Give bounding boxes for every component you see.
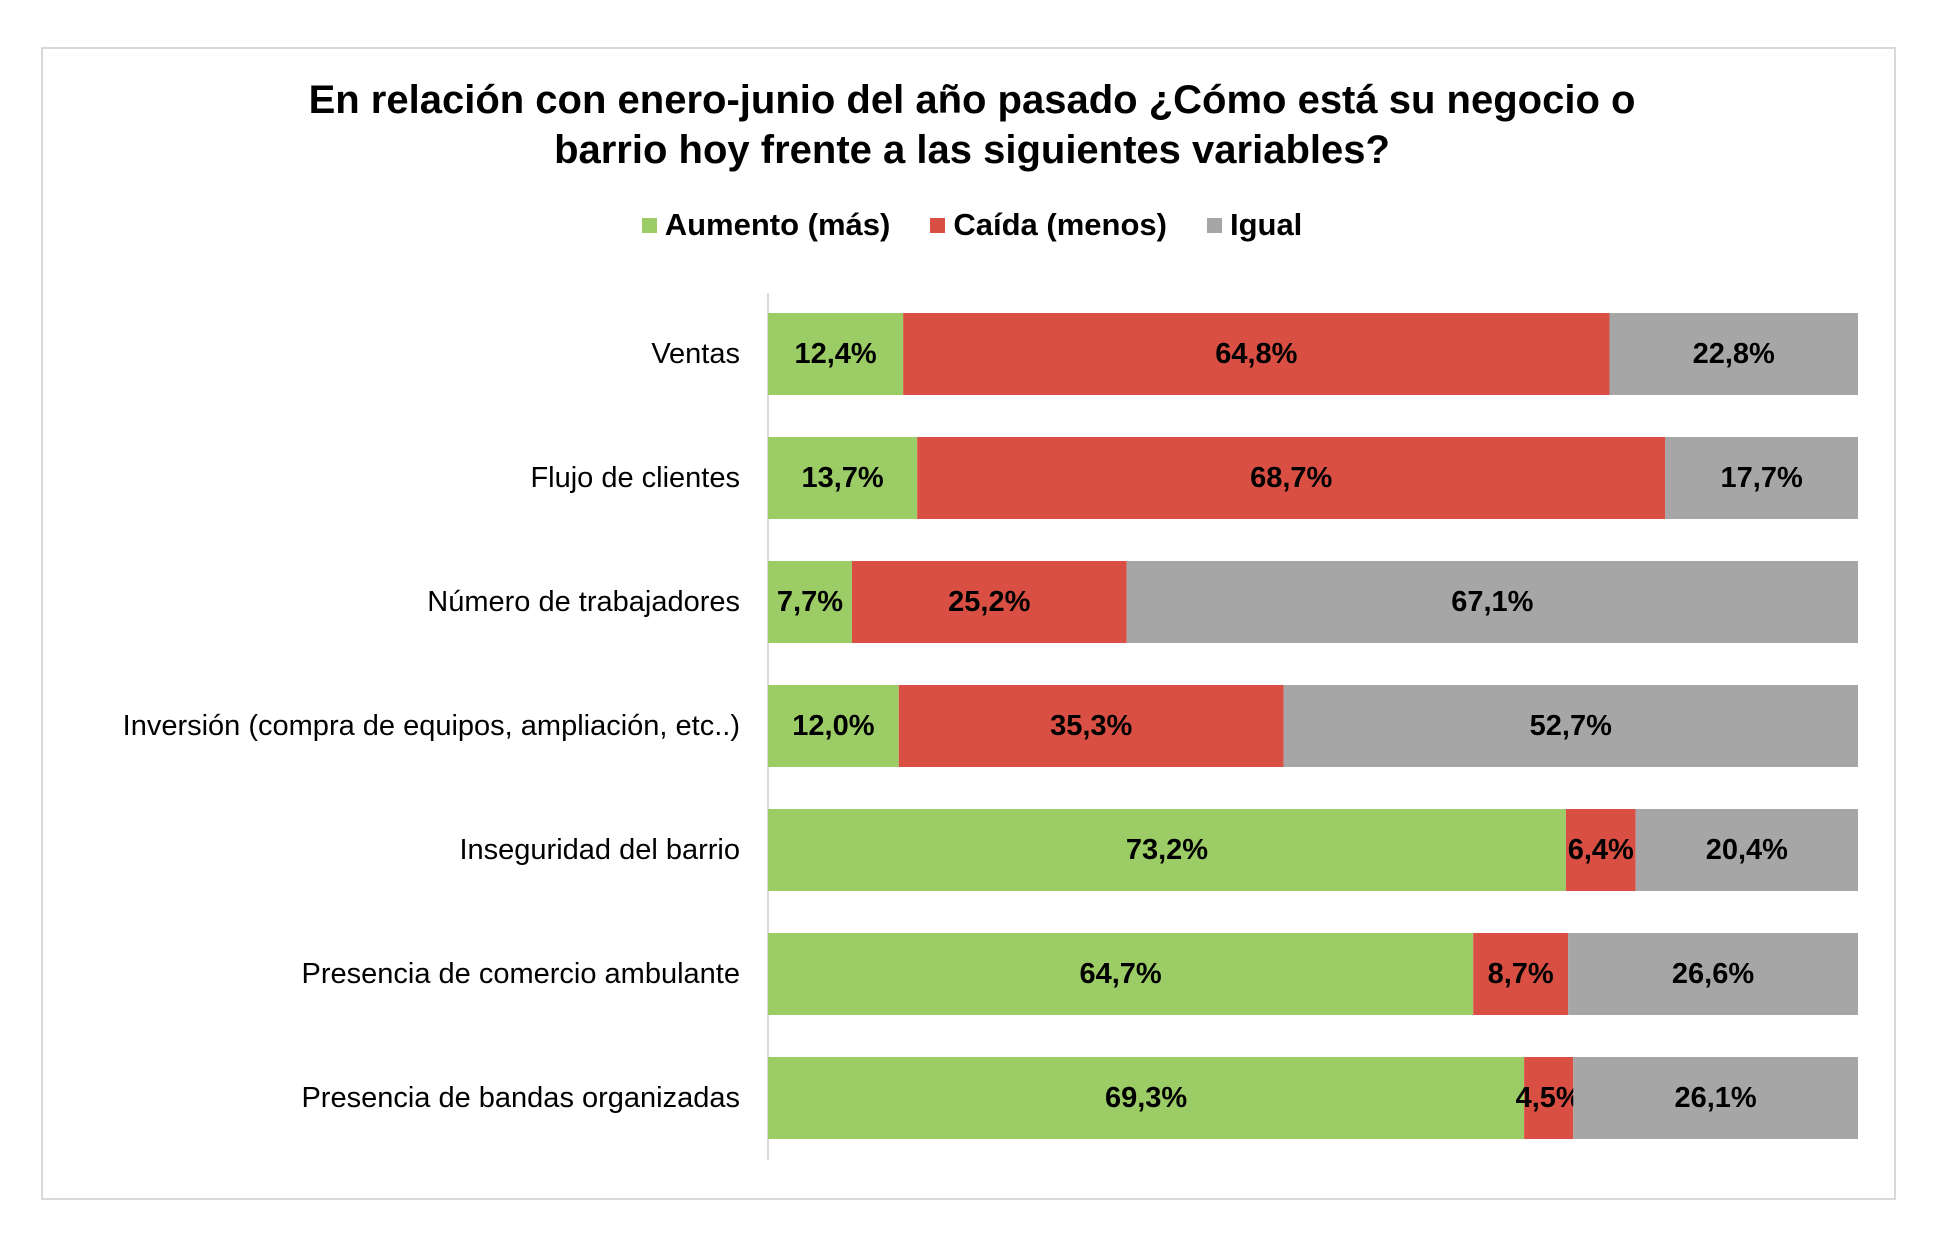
bar-aumento-mas-flujo-de-clientes[interactable] [768,437,918,519]
legend-label-aumento: Aumento (más) [664,207,891,242]
data-label-caida-menos-presencia-de-bandas-organizadas: 4,5% [1516,1082,1582,1114]
data-label-aumento-mas-numero-de-trabajadores: 7,7% [777,586,843,618]
bar-aumento-mas-inversion-compra-de-equipos-ampliacion-etc[interactable] [768,685,899,767]
bar-caida-menos-inseguridad-del-barrio[interactable] [1565,809,1636,891]
bar-aumento-mas-ventas[interactable] [768,313,904,395]
category-label-numero-de-trabajadores: Número de trabajadores [427,586,740,618]
category-label-inseguridad-del-barrio: Inseguridad del barrio [459,834,740,866]
bar-igual-numero-de-trabajadores[interactable] [1126,561,1858,643]
bar-aumento-mas-presencia-de-comercio-ambulante[interactable] [768,933,1474,1015]
data-label-caida-menos-inversion-compra-de-equipos-ampliacion-etc: 35,3% [1050,710,1132,742]
bar-igual-presencia-de-bandas-organizadas[interactable] [1573,1057,1858,1139]
legend-item-igual[interactable]: Igual [1206,207,1303,243]
data-label-caida-menos-flujo-de-clientes: 68,7% [1250,462,1332,494]
data-label-aumento-mas-inseguridad-del-barrio: 73,2% [1126,834,1208,866]
legend: Aumento (más) Caída (menos) Igual [0,207,1944,243]
data-label-aumento-mas-presencia-de-bandas-organizadas: 69,3% [1105,1082,1187,1114]
bar-caida-menos-numero-de-trabajadores[interactable] [851,561,1127,643]
bar-igual-inseguridad-del-barrio[interactable] [1635,809,1858,891]
data-label-igual-inversion-compra-de-equipos-ampliacion-etc: 52,7% [1530,710,1612,742]
data-label-igual-numero-de-trabajadores: 67,1% [1451,586,1533,618]
data-label-aumento-mas-ventas: 12,4% [794,338,876,370]
data-label-aumento-mas-flujo-de-clientes: 13,7% [801,462,883,494]
data-label-caida-menos-presencia-de-comercio-ambulante: 8,7% [1488,958,1554,990]
category-label-presencia-de-comercio-ambulante: Presencia de comercio ambulante [302,958,740,990]
data-label-caida-menos-ventas: 64,8% [1215,338,1297,370]
bar-igual-ventas[interactable] [1609,313,1858,395]
legend-label-igual: Igual [1229,207,1303,242]
bar-caida-menos-presencia-de-comercio-ambulante[interactable] [1473,933,1569,1015]
bar-aumento-mas-numero-de-trabajadores[interactable] [768,561,852,643]
bar-igual-flujo-de-clientes[interactable] [1665,437,1858,519]
legend-swatch-igual [1206,217,1222,233]
chart-title: En relación con enero-junio del año pasa… [308,78,1636,172]
legend-swatch-aumento [641,217,657,233]
data-label-igual-presencia-de-comercio-ambulante: 26,6% [1672,958,1754,990]
bar-igual-presencia-de-comercio-ambulante[interactable] [1568,933,1858,1015]
bar-aumento-mas-presencia-de-bandas-organizadas[interactable] [768,1057,1525,1139]
data-label-igual-presencia-de-bandas-organizadas: 26,1% [1674,1082,1756,1114]
category-label-inversion-compra-de-equipos-ampliacion-etc: Inversión (compra de equipos, ampliación… [123,710,740,742]
data-label-caida-menos-numero-de-trabajadores: 25,2% [948,586,1030,618]
data-label-igual-inseguridad-del-barrio: 20,4% [1706,834,1788,866]
bar-caida-menos-presencia-de-bandas-organizadas[interactable] [1524,1057,1574,1139]
bar-igual-inversion-compra-de-equipos-ampliacion-etc[interactable] [1283,685,1858,767]
legend-label-caida: Caída (menos) [953,207,1167,242]
data-label-aumento-mas-presencia-de-comercio-ambulante: 64,7% [1079,958,1161,990]
data-label-igual-ventas: 22,8% [1693,338,1775,370]
legend-swatch-caida [930,217,946,233]
data-label-aumento-mas-inversion-compra-de-equipos-ampliacion-etc: 12,0% [792,710,874,742]
data-label-caida-menos-inseguridad-del-barrio: 6,4% [1568,834,1634,866]
bar-caida-menos-inversion-compra-de-equipos-ampliacion-etc[interactable] [898,685,1284,767]
legend-item-aumento[interactable]: Aumento (más) [641,207,891,243]
bar-caida-menos-flujo-de-clientes[interactable] [917,437,1666,519]
category-label-ventas: Ventas [651,338,740,370]
category-label-flujo-de-clientes: Flujo de clientes [530,462,740,494]
bar-caida-menos-ventas[interactable] [903,313,1610,395]
legend-item-caida[interactable]: Caída (menos) [930,207,1167,243]
bar-aumento-mas-inseguridad-del-barrio[interactable] [768,809,1566,891]
category-label-presencia-de-bandas-organizadas: Presencia de bandas organizadas [301,1082,740,1114]
data-label-igual-flujo-de-clientes: 17,7% [1721,462,1803,494]
